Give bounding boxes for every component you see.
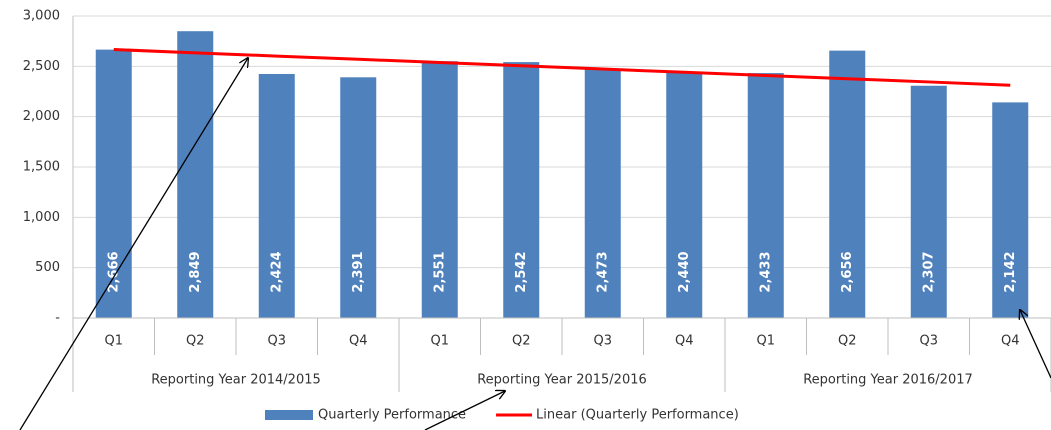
bar xyxy=(829,50,866,318)
x-group-label: Reporting Year 2016/2017 xyxy=(803,373,973,388)
data-label: 2,391 xyxy=(351,251,366,292)
trend-line xyxy=(113,48,1011,87)
y-tick-label: 3,000 xyxy=(23,9,60,24)
legend-swatch xyxy=(265,410,313,420)
data-label: 2,849 xyxy=(188,251,203,292)
y-tick-label: - xyxy=(55,311,60,326)
data-label: 2,656 xyxy=(840,251,855,292)
bar xyxy=(992,102,1029,318)
x-tick-label: Q4 xyxy=(675,334,694,349)
bar xyxy=(666,72,703,318)
x-group-label: Reporting Year 2014/2015 xyxy=(151,373,321,388)
x-tick-label: Q1 xyxy=(756,334,775,349)
bar xyxy=(584,69,621,318)
legend-label: Quarterly Performance xyxy=(318,408,466,423)
bar xyxy=(177,31,214,319)
x-tick-label: Q3 xyxy=(593,334,612,349)
bar xyxy=(503,62,540,318)
data-label: 2,307 xyxy=(921,251,936,292)
data-label: 2,551 xyxy=(432,251,447,292)
x-tick-label: Q2 xyxy=(838,334,857,349)
x-tick-label: Q3 xyxy=(267,334,286,349)
y-tick-label: 2,000 xyxy=(23,109,60,124)
x-tick-label: Q2 xyxy=(512,334,531,349)
x-tick-label: Q3 xyxy=(919,334,938,349)
bar xyxy=(340,77,377,318)
x-group-label: Reporting Year 2015/2016 xyxy=(477,373,647,388)
x-tick-label: Q1 xyxy=(430,334,449,349)
x-tick-label: Q2 xyxy=(186,334,205,349)
data-label: 2,473 xyxy=(595,251,610,292)
data-label: 2,424 xyxy=(269,251,284,292)
y-tick-label: 1,000 xyxy=(23,210,60,225)
annotation-arrow xyxy=(19,58,248,430)
bar xyxy=(910,85,947,319)
data-label: 2,142 xyxy=(1003,251,1018,292)
x-tick-label: Q4 xyxy=(1001,334,1020,349)
bar xyxy=(747,73,784,318)
x-tick-label: Q4 xyxy=(349,334,368,349)
data-label: 2,542 xyxy=(514,251,529,292)
data-label: 2,440 xyxy=(677,251,692,292)
x-tick-label: Q1 xyxy=(104,334,123,349)
data-label: 2,433 xyxy=(758,251,773,292)
y-tick-label: 2,500 xyxy=(23,59,60,74)
legend-label: Linear (Quarterly Performance) xyxy=(536,408,739,423)
bar xyxy=(421,61,458,318)
y-tick-label: 500 xyxy=(35,260,60,275)
annotation-arrow xyxy=(424,391,505,430)
annotation-arrow xyxy=(1020,310,1051,379)
bar xyxy=(258,73,295,318)
bar xyxy=(95,49,132,318)
y-tick-label: 1,500 xyxy=(23,160,60,175)
